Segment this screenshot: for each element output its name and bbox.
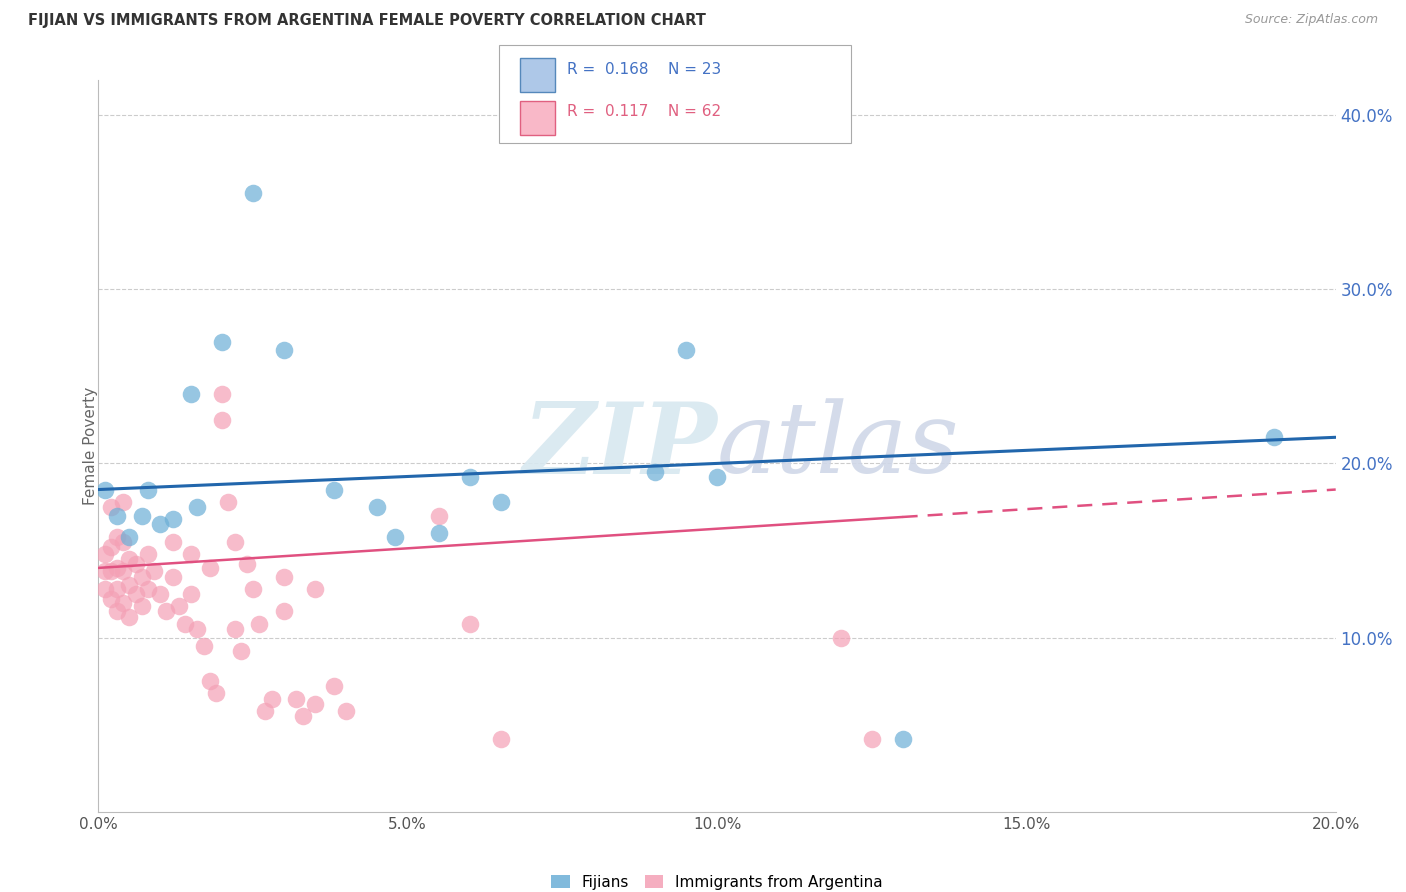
Point (105, 582, 128, 596)
Point (273, 569, 295, 583)
Point (162, 534, 184, 549)
Point (136, 483, 159, 497)
Point (217, 494, 239, 508)
Point (211, 334, 233, 349)
Point (489, 731, 512, 746)
Point (112, 494, 135, 508)
Text: Source: ZipAtlas.com: Source: ZipAtlas.com (1244, 13, 1378, 27)
Point (100, 565, 122, 579)
Point (93, 483, 115, 497)
Point (167, 599, 190, 614)
Point (224, 622, 246, 636)
Point (105, 604, 128, 618)
Point (100, 500, 122, 514)
Point (93, 547, 115, 561)
Point (891, 731, 914, 746)
Point (118, 609, 141, 624)
Point (174, 616, 197, 631)
Point (162, 512, 184, 526)
Point (335, 704, 357, 718)
Point (118, 578, 141, 592)
Point (180, 587, 202, 601)
Point (224, 534, 246, 549)
Point (93, 565, 115, 579)
Point (706, 470, 728, 484)
Point (242, 186, 264, 201)
Point (236, 558, 259, 572)
Legend: Fijians, Immigrants from Argentina: Fijians, Immigrants from Argentina (546, 869, 889, 892)
Text: R =  0.168    N = 23: R = 0.168 N = 23 (567, 62, 721, 77)
Point (118, 552, 141, 566)
Point (273, 604, 295, 618)
Point (136, 547, 159, 561)
Point (304, 697, 326, 711)
Point (105, 508, 128, 523)
Point (118, 530, 141, 544)
Point (384, 530, 406, 544)
Point (489, 494, 512, 508)
Point (644, 465, 666, 479)
Point (124, 587, 146, 601)
Point (211, 386, 233, 401)
Point (458, 470, 481, 484)
Point (155, 604, 177, 618)
Point (193, 640, 215, 654)
Text: R =  0.117    N = 62: R = 0.117 N = 62 (567, 104, 721, 120)
Text: atlas: atlas (717, 399, 960, 493)
Point (149, 517, 172, 532)
Point (366, 500, 388, 514)
Point (131, 508, 153, 523)
Point (285, 691, 308, 706)
Point (124, 558, 146, 572)
Point (1263, 430, 1285, 444)
Point (100, 540, 122, 554)
Point (322, 483, 344, 497)
Point (198, 561, 221, 575)
Point (247, 616, 270, 631)
Point (291, 709, 314, 723)
Point (112, 534, 135, 549)
Point (198, 674, 221, 689)
Point (131, 599, 153, 614)
Point (254, 704, 277, 718)
Point (186, 500, 208, 514)
Point (205, 686, 228, 700)
Point (105, 561, 128, 575)
Text: FIJIAN VS IMMIGRANTS FROM ARGENTINA FEMALE POVERTY CORRELATION CHART: FIJIAN VS IMMIGRANTS FROM ARGENTINA FEMA… (28, 13, 706, 29)
Y-axis label: Female Poverty: Female Poverty (83, 387, 97, 505)
Point (112, 596, 135, 610)
Point (136, 582, 159, 596)
Point (675, 343, 697, 358)
Point (322, 679, 344, 693)
Point (180, 386, 202, 401)
Point (180, 547, 202, 561)
Point (229, 644, 252, 658)
Point (273, 343, 295, 358)
Text: ZIP: ZIP (522, 398, 717, 494)
Point (186, 622, 208, 636)
Point (427, 508, 450, 523)
Point (105, 530, 128, 544)
Point (427, 526, 450, 541)
Point (143, 565, 166, 579)
Point (100, 592, 122, 607)
Point (242, 582, 264, 596)
Point (93, 582, 115, 596)
Point (860, 731, 883, 746)
Point (112, 565, 135, 579)
Point (131, 569, 153, 583)
Point (260, 691, 283, 706)
Point (149, 587, 172, 601)
Point (211, 413, 233, 427)
Point (458, 616, 481, 631)
Point (304, 582, 326, 596)
Point (830, 631, 852, 645)
Point (162, 569, 184, 583)
